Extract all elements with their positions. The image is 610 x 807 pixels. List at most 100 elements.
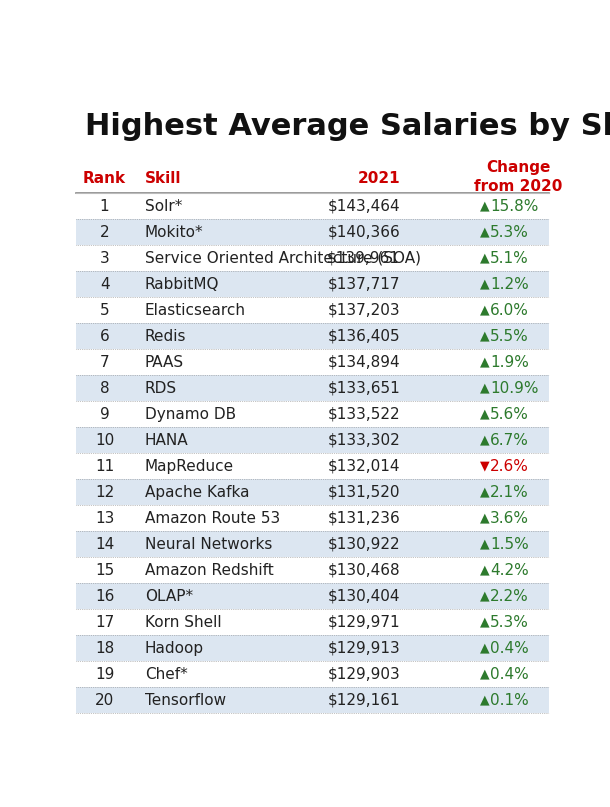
Text: 5.3%: 5.3% <box>490 615 529 629</box>
Text: 10: 10 <box>95 433 114 448</box>
Text: ▲: ▲ <box>481 642 490 654</box>
Text: 5.3%: 5.3% <box>490 224 529 240</box>
Text: 16: 16 <box>95 589 114 604</box>
Text: OLAP*: OLAP* <box>145 589 193 604</box>
Text: 1.2%: 1.2% <box>490 277 529 291</box>
Bar <box>76 220 549 245</box>
Text: 0.4%: 0.4% <box>490 641 529 656</box>
Text: 3.6%: 3.6% <box>490 511 529 525</box>
Text: $139,961: $139,961 <box>327 251 400 266</box>
Text: 0.4%: 0.4% <box>490 667 529 682</box>
Text: 17: 17 <box>95 615 114 629</box>
Text: 15.8%: 15.8% <box>490 199 538 214</box>
Text: RDS: RDS <box>145 381 177 395</box>
Text: 1.5%: 1.5% <box>490 537 529 552</box>
Text: ▲: ▲ <box>481 512 490 525</box>
Text: $137,717: $137,717 <box>328 277 400 291</box>
Bar <box>76 401 549 427</box>
Text: $130,404: $130,404 <box>328 589 400 604</box>
Text: Elasticsearch: Elasticsearch <box>145 303 246 318</box>
Text: 4.2%: 4.2% <box>490 562 529 578</box>
Bar <box>76 583 549 609</box>
Bar <box>76 688 549 713</box>
Bar <box>76 635 549 661</box>
Text: ▲: ▲ <box>481 330 490 343</box>
Text: Apache Kafka: Apache Kafka <box>145 485 249 500</box>
Text: 5: 5 <box>100 303 109 318</box>
Text: ▲: ▲ <box>481 486 490 499</box>
Text: $133,302: $133,302 <box>328 433 400 448</box>
Text: 12: 12 <box>95 485 114 500</box>
Text: $130,922: $130,922 <box>328 537 400 552</box>
Text: ▲: ▲ <box>481 564 490 577</box>
Text: HANA: HANA <box>145 433 188 448</box>
Text: ▲: ▲ <box>481 694 490 707</box>
Bar <box>76 245 549 271</box>
Text: 8: 8 <box>100 381 109 395</box>
Text: ▼: ▼ <box>481 460 490 473</box>
Text: Solr*: Solr* <box>145 199 182 214</box>
Text: ▲: ▲ <box>481 226 490 239</box>
Text: Change: Change <box>486 160 550 175</box>
Text: Dynamo DB: Dynamo DB <box>145 407 236 422</box>
Text: 7: 7 <box>100 355 109 370</box>
Text: 2: 2 <box>100 224 109 240</box>
Text: ▲: ▲ <box>481 590 490 603</box>
Text: ▲: ▲ <box>481 382 490 395</box>
Text: 2.2%: 2.2% <box>490 589 529 604</box>
Text: 6.7%: 6.7% <box>490 433 529 448</box>
Text: 10.9%: 10.9% <box>490 381 539 395</box>
Text: 19: 19 <box>95 667 114 682</box>
Text: Hadoop: Hadoop <box>145 641 204 656</box>
Text: 6.0%: 6.0% <box>490 303 529 318</box>
Text: $136,405: $136,405 <box>328 328 400 344</box>
Bar <box>76 531 549 557</box>
Text: $129,913: $129,913 <box>328 641 400 656</box>
Text: ▲: ▲ <box>481 537 490 550</box>
Text: 3: 3 <box>100 251 109 266</box>
Bar <box>76 193 549 220</box>
Text: $130,468: $130,468 <box>328 562 400 578</box>
Text: 6: 6 <box>100 328 109 344</box>
Text: $134,894: $134,894 <box>328 355 400 370</box>
Text: ▲: ▲ <box>481 667 490 681</box>
Text: MapReduce: MapReduce <box>145 458 234 474</box>
Text: 2.1%: 2.1% <box>490 485 529 500</box>
Text: Tensorflow: Tensorflow <box>145 692 226 708</box>
Text: $140,366: $140,366 <box>328 224 400 240</box>
Bar <box>76 557 549 583</box>
Bar <box>76 427 549 454</box>
Text: Amazon Route 53: Amazon Route 53 <box>145 511 280 525</box>
Text: ▲: ▲ <box>481 303 490 316</box>
Text: ▲: ▲ <box>481 252 490 265</box>
Text: $131,520: $131,520 <box>328 485 400 500</box>
Bar <box>76 609 549 635</box>
Text: 2.6%: 2.6% <box>490 458 529 474</box>
Text: Amazon Redshift: Amazon Redshift <box>145 562 273 578</box>
Text: 11: 11 <box>95 458 114 474</box>
Text: 13: 13 <box>95 511 114 525</box>
Text: Neural Networks: Neural Networks <box>145 537 272 552</box>
Bar <box>76 505 549 531</box>
Text: ▲: ▲ <box>481 199 490 213</box>
Text: 9: 9 <box>100 407 109 422</box>
Text: RabbitMQ: RabbitMQ <box>145 277 220 291</box>
Text: $129,971: $129,971 <box>328 615 400 629</box>
Text: $133,522: $133,522 <box>328 407 400 422</box>
Text: Highest Average Salaries by Skill: Highest Average Salaries by Skill <box>85 112 610 141</box>
Text: Rank: Rank <box>83 171 126 186</box>
Text: 18: 18 <box>95 641 114 656</box>
Text: ▲: ▲ <box>481 433 490 447</box>
Text: ▲: ▲ <box>481 356 490 369</box>
Text: 2021: 2021 <box>357 171 400 186</box>
Text: 15: 15 <box>95 562 114 578</box>
Text: 1.9%: 1.9% <box>490 355 529 370</box>
Bar <box>76 271 549 297</box>
Text: $132,014: $132,014 <box>328 458 400 474</box>
Text: 5.5%: 5.5% <box>490 328 529 344</box>
Text: ▲: ▲ <box>481 278 490 291</box>
Text: 5.6%: 5.6% <box>490 407 529 422</box>
Text: Korn Shell: Korn Shell <box>145 615 221 629</box>
Text: Chef*: Chef* <box>145 667 187 682</box>
Bar <box>76 479 549 505</box>
